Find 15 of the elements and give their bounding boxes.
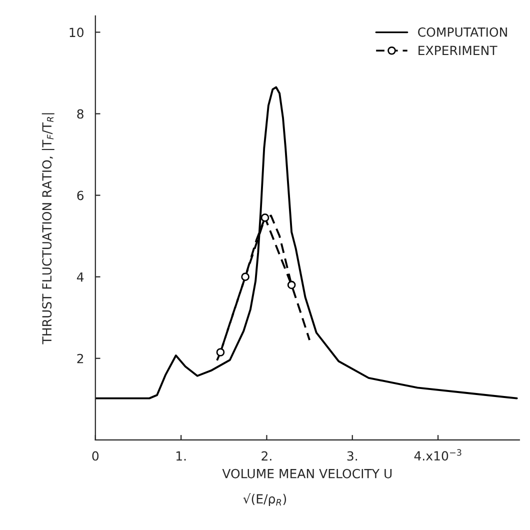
y-tick-label: 6 [77,190,84,200]
y-tick-label: 2 [77,354,84,364]
x-axis-title: VOLUME MEAN VELOCITY U [222,468,392,478]
legend-label: EXPERIMENT [418,46,498,55]
x-tick-label: 1. [176,451,186,461]
y-axis-title: THRUST FLUCTUATION RATIO, |T$_{F}$/T$_{R}$| [42,113,54,344]
legend-label: COMPUTATION [418,27,507,37]
x-tick-label: 0 [92,451,99,461]
y-tick-label: 10 [70,28,84,38]
x-tick-label: 4.x10$^{−3}$ [414,449,462,461]
x-tick-label: 2. [262,451,272,461]
text: √(E/ρ$_{R}$) [243,493,286,506]
y-tick-label: 4 [76,272,84,282]
y-tick-label: 8 [77,109,84,119]
x-tick-label: 3. [347,451,357,461]
